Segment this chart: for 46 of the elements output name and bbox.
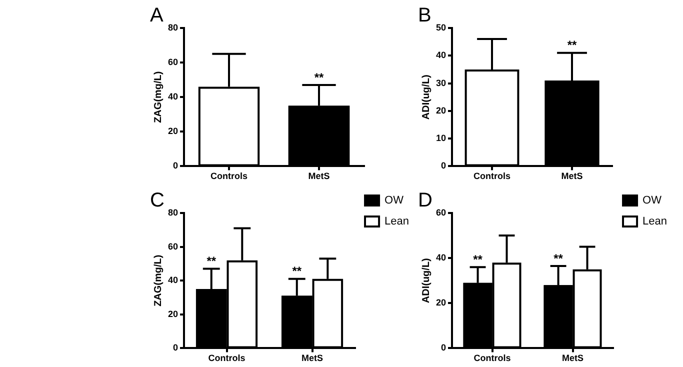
x-tick-label: MetS <box>562 353 584 364</box>
annotation: ** <box>473 252 483 266</box>
x-tick-label: Controls <box>208 353 246 364</box>
x-tick-label: Controls <box>474 171 511 182</box>
annotation: ** <box>554 251 564 266</box>
y-tick-label: 40 <box>168 275 178 286</box>
annotation: ** <box>314 70 324 84</box>
y-tick-label: 20 <box>168 308 178 319</box>
legend-label: Lean <box>384 216 410 228</box>
y-tick-label: 80 <box>168 207 178 218</box>
y-tick-label: 30 <box>436 78 446 88</box>
y-tick-label: 60 <box>168 241 178 252</box>
legend-label: Lean <box>642 216 668 228</box>
y-tick-label: 0 <box>172 342 178 353</box>
annotation: ** <box>292 264 302 278</box>
chart-title: B <box>418 4 432 27</box>
x-tick-label: MetS <box>302 353 324 364</box>
chart-title: D <box>418 190 432 212</box>
y-axis-title: ADI(ug/L) <box>420 258 432 304</box>
y-tick-label: 40 <box>436 50 446 60</box>
y-tick-label: 40 <box>436 252 446 263</box>
y-tick-label: 20 <box>168 126 178 136</box>
y-tick-label: 60 <box>436 207 446 218</box>
x-tick-label: MetS <box>308 171 330 182</box>
x-tick-label: MetS <box>561 171 583 182</box>
y-tick-label: 50 <box>436 22 446 32</box>
y-axis-title: ADI(ug/L) <box>420 74 432 120</box>
y-tick-label: 20 <box>436 298 446 308</box>
y-axis-title: ZAG(mg/L) <box>152 71 164 123</box>
y-tick-label: 0 <box>440 342 446 353</box>
y-tick-label: 60 <box>168 57 178 68</box>
y-tick-label: 40 <box>168 92 178 102</box>
y-tick-label: 0 <box>440 160 446 171</box>
y-tick-label: 0 <box>172 160 178 171</box>
y-tick-label: 10 <box>436 133 446 144</box>
x-tick-label: Controls <box>474 353 511 364</box>
annotation: ** <box>206 254 216 268</box>
legend-label: OW <box>642 194 662 207</box>
x-tick-label: Controls <box>210 171 248 182</box>
y-axis-title: ZAG(mg/L) <box>152 254 164 306</box>
chart-title: A <box>150 4 164 27</box>
y-tick-label: 80 <box>168 22 178 32</box>
legend-label: OW <box>384 194 404 207</box>
annotation: ** <box>567 38 577 52</box>
y-tick-label: 20 <box>436 105 446 116</box>
chart-title: C <box>150 190 164 212</box>
